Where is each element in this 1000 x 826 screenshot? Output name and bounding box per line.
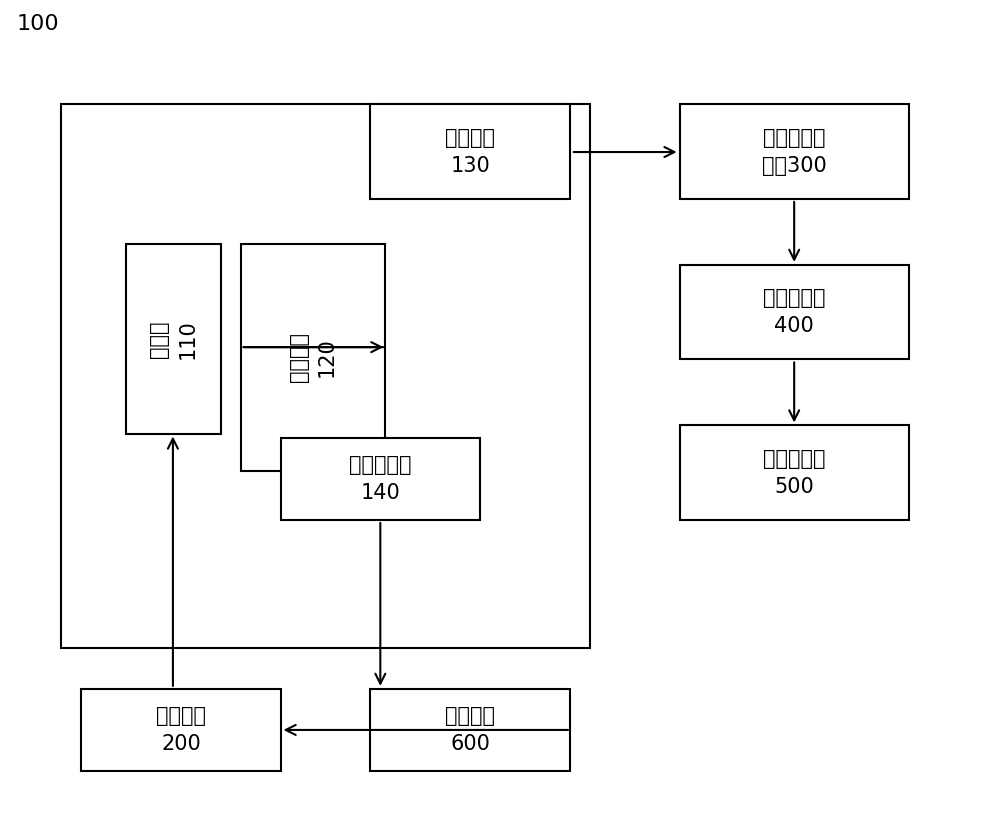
Bar — [81, 689, 281, 771]
Bar — [61, 104, 590, 648]
Text: 控制系统
600: 控制系统 600 — [445, 706, 495, 754]
Bar — [680, 265, 909, 359]
Text: 硬币存储箱
500: 硬币存储箱 500 — [763, 449, 825, 496]
Text: 旋转轴
110: 旋转轴 110 — [149, 319, 197, 358]
Bar — [680, 425, 909, 520]
Text: 计数传感器
400: 计数传感器 400 — [763, 288, 825, 336]
Text: 重力传感器
140: 重力传感器 140 — [349, 455, 412, 503]
Bar — [680, 104, 909, 199]
Bar — [370, 689, 570, 771]
Bar — [370, 104, 570, 199]
Bar — [241, 244, 385, 471]
Bar — [281, 438, 480, 520]
Bar — [126, 244, 221, 434]
Text: 100: 100 — [16, 14, 59, 34]
Text: 步进电机
200: 步进电机 200 — [156, 706, 206, 754]
Text: 硬币识别传
感器300: 硬币识别传 感器300 — [762, 128, 827, 176]
Text: 硬币滑槽
130: 硬币滑槽 130 — [445, 128, 495, 176]
Text: 打币风翅
120: 打币风翅 120 — [289, 332, 337, 382]
